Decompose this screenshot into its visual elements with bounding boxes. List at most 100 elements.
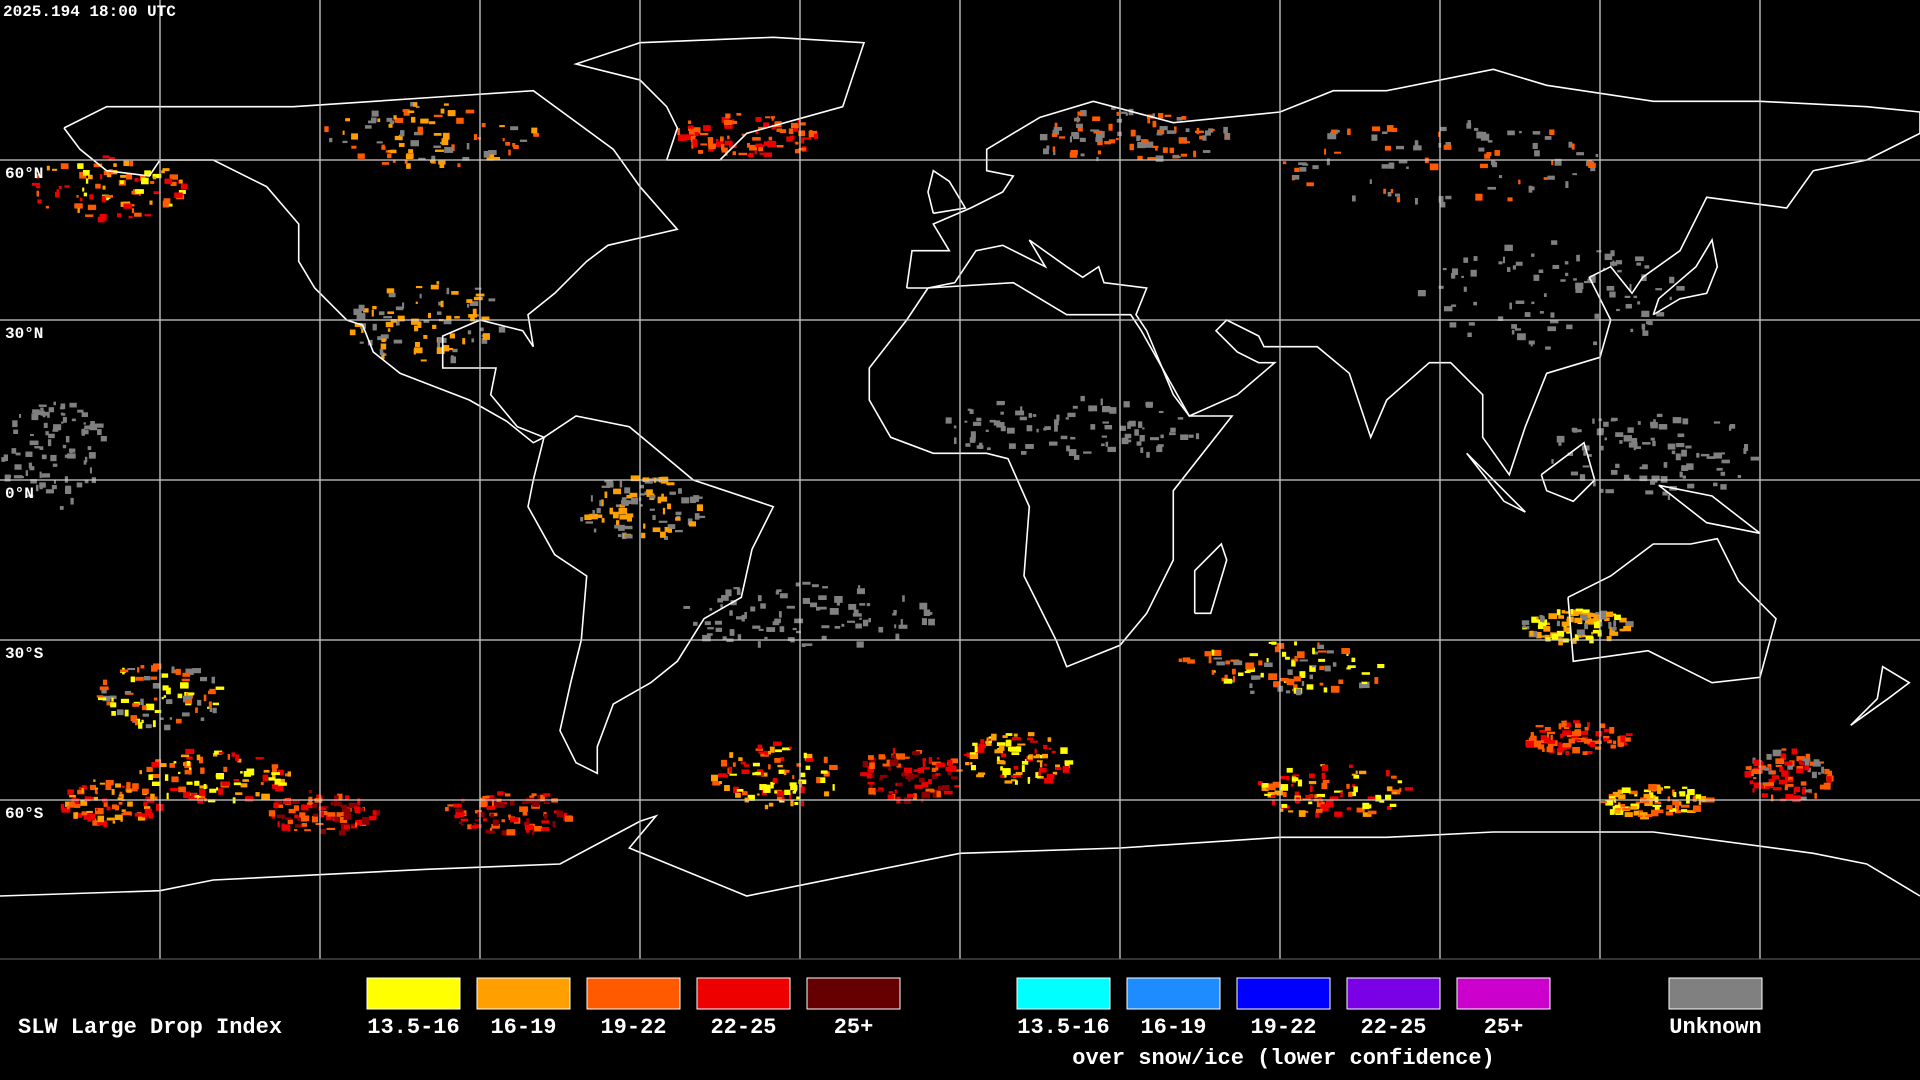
cloud-pixel (1784, 761, 1793, 766)
cloud-pixel (1245, 662, 1255, 670)
cloud-pixel (1383, 188, 1387, 194)
cloud-pixel (1796, 768, 1804, 774)
cloud-pixel (789, 746, 792, 750)
cloud-pixel (1799, 796, 1807, 801)
cloud-pixel (497, 791, 504, 796)
legend-swatch (476, 977, 571, 1010)
cloud-pixel (491, 800, 494, 807)
cloud-pixel (81, 429, 89, 435)
cloud-pixel (48, 407, 55, 413)
cloud-pixel (1687, 483, 1695, 489)
cloud-pixel (879, 777, 883, 781)
cloud-pixel (724, 140, 733, 146)
cloud-pixel (953, 425, 957, 429)
cloud-pixel (931, 761, 941, 766)
cloud-pixel (1800, 781, 1807, 786)
cloud-pixel (149, 200, 153, 205)
cloud-pixel (905, 774, 914, 780)
cloud-pixel (178, 786, 186, 793)
cloud-pixel (74, 803, 81, 808)
cloud-pixel (1445, 141, 1451, 148)
cloud-pixel (129, 160, 134, 167)
cloud-pixel (102, 695, 111, 702)
cloud-pixel (1573, 278, 1577, 281)
cloud-pixel (744, 611, 747, 619)
cloud-pixel (77, 163, 84, 169)
cloud-pixel (103, 820, 107, 828)
cloud-pixel (1600, 488, 1604, 493)
cloud-pixel (123, 160, 130, 167)
cloud-pixel (601, 485, 611, 488)
cloud-pixel (1818, 772, 1821, 775)
cloud-pixel (1665, 811, 1673, 816)
cloud-pixel (262, 774, 269, 782)
cloud-pixel (896, 763, 901, 768)
cloud-pixel (1592, 418, 1595, 424)
cloud-pixel (1543, 737, 1550, 743)
cloud-pixel (1637, 421, 1641, 425)
cloud-pixel (1043, 744, 1048, 749)
cloud-pixel (858, 585, 861, 589)
cloud-pixel (1539, 729, 1547, 733)
cloud-pixel (1784, 785, 1788, 791)
cloud-pixel (1119, 425, 1126, 431)
cloud-pixel (1038, 770, 1041, 776)
cloud-pixel (1182, 657, 1191, 663)
cloud-pixel (440, 108, 445, 114)
cloud-pixel (1677, 433, 1685, 438)
cloud-pixel (432, 324, 437, 329)
cloud-pixel (749, 144, 758, 151)
cloud-pixel (868, 618, 871, 623)
cloud-pixel (921, 782, 929, 788)
cloud-pixel (1612, 806, 1616, 811)
cloud-pixel (649, 508, 655, 511)
cloud-pixel (75, 812, 78, 819)
cloud-pixel (274, 778, 281, 785)
cloud-pixel (1613, 620, 1617, 627)
cloud-pixel (498, 326, 506, 333)
cloud-pixel (38, 404, 47, 407)
cloud-pixel (1352, 784, 1356, 788)
cloud-pixel (186, 781, 193, 785)
cloud-pixel (867, 755, 874, 760)
cloud-pixel (1015, 771, 1023, 776)
cloud-pixel (200, 767, 205, 774)
cloud-pixel (1564, 261, 1569, 265)
cloud-pixel (151, 762, 159, 768)
lat-label: 0°N (5, 485, 34, 503)
cloud-pixel (1007, 746, 1017, 752)
cloud-pixel (165, 699, 173, 705)
cloud-pixel (93, 163, 103, 168)
cloud-pixel (97, 429, 102, 436)
coastline (868, 281, 1234, 668)
cloud-pixel (794, 149, 801, 154)
cloud-pixel (162, 685, 169, 691)
cloud-pixel (1612, 740, 1617, 745)
cloud-pixel (1273, 681, 1280, 688)
cloud-pixel (319, 811, 325, 818)
cloud-pixel (1610, 469, 1618, 475)
cloud-pixel (1030, 740, 1038, 743)
cloud-pixel (37, 199, 42, 204)
cloud-pixel (675, 517, 681, 521)
cloud-pixel (1317, 642, 1320, 646)
cloud-pixel (25, 470, 29, 476)
cloud-pixel (70, 497, 74, 505)
cloud-pixel (1588, 162, 1596, 168)
cloud-pixel (120, 201, 126, 207)
cloud-pixel (31, 413, 39, 421)
cloud-pixel (1042, 148, 1049, 155)
cloud-pixel (209, 688, 216, 692)
cloud-pixel (590, 495, 593, 502)
cloud-pixel (415, 301, 418, 304)
cloud-pixel (185, 748, 195, 754)
cloud-pixel (772, 777, 778, 783)
cloud-pixel (1100, 398, 1103, 406)
cloud-pixel (902, 772, 905, 777)
cloud-pixel (146, 766, 153, 773)
cloud-pixel (1156, 132, 1163, 136)
cloud-pixel (1553, 740, 1558, 747)
cloud-pixel (287, 819, 293, 825)
cloud-pixel (81, 788, 84, 793)
cloud-pixel (1775, 758, 1785, 765)
